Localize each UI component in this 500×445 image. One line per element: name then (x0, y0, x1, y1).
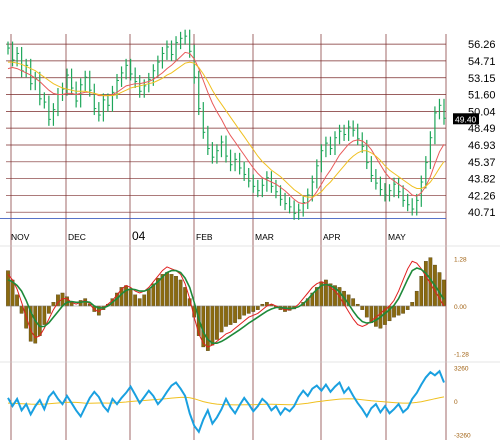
macd-histogram-bar (405, 305, 410, 310)
price-tick-label: 54.71 (468, 56, 496, 68)
date-tick-label: APR (323, 232, 340, 242)
macd-histogram-bar (237, 305, 242, 320)
oscillator-signal-line (7, 396, 445, 406)
macd-histogram-bar (392, 305, 396, 318)
macd-histogram-bar (178, 279, 183, 307)
macd-histogram-bar (137, 298, 142, 307)
macd-histogram-bar (364, 305, 369, 318)
macd-histogram-bar (410, 302, 415, 307)
price-panel: 56.2654.7153.1551.6050.0448.4946.9345.37… (0, 29, 496, 220)
macd-histogram-bar (205, 305, 210, 351)
date-tick-label: MAR (255, 232, 274, 242)
macd-histogram-bar (165, 272, 169, 307)
macd-histogram-bar (210, 305, 215, 346)
macd-histogram-bar (396, 305, 401, 316)
date-tick-label: FEB (196, 232, 213, 242)
macd-histogram-bar (351, 298, 356, 307)
macd-histogram-bar (401, 305, 405, 314)
macd-histogram-bar (228, 305, 233, 325)
macd-histogram-bar (360, 305, 365, 310)
oscillator-tick-label: -3260 (454, 433, 471, 440)
macd-line (7, 267, 445, 344)
macd-histogram-bar (42, 305, 47, 325)
macd-panel: 1.28 0.00 -1.28 (6, 256, 469, 359)
macd-histogram-bar (215, 305, 219, 340)
price-tick-label: 45.37 (468, 157, 496, 169)
slow-moving-average-line (8, 61, 445, 198)
macd-histogram-bar (219, 305, 224, 333)
macd-histogram-bar (146, 289, 151, 307)
macd-histogram-bar (37, 305, 42, 336)
price-tick-label: 53.15 (468, 73, 496, 85)
price-tick-label: 51.60 (468, 90, 496, 102)
macd-histogram-bar (414, 290, 419, 307)
macd-tick-label: 1.28 (454, 256, 467, 263)
price-tick-label: 40.71 (468, 207, 496, 219)
price-tick-label: 56.26 (468, 39, 496, 51)
macd-histogram-bar (133, 294, 138, 307)
date-tick-label: 04 (132, 229, 146, 243)
macd-histogram-bar (442, 279, 446, 307)
macd-histogram-bar (246, 305, 251, 314)
fast-moving-average-line (7, 51, 445, 205)
macd-histogram-bar (142, 294, 147, 307)
macd-histogram-bar (51, 302, 56, 307)
macd-histogram-bar (128, 289, 133, 307)
macd-histogram-bar (10, 279, 15, 307)
date-axis: NOV DEC 04 FEB MAR APR MAY (11, 229, 406, 243)
last-price-tag (453, 113, 479, 125)
macd-histogram-bar (423, 261, 428, 307)
macd-histogram-bar (242, 305, 247, 316)
macd-histogram-bar (169, 274, 174, 307)
macd-histogram-bar (183, 287, 187, 307)
macd-histogram-bar (174, 276, 178, 307)
date-tick-label: NOV (11, 232, 30, 242)
oscillator-tick-label: 3260 (454, 365, 469, 372)
macd-histogram-bar (251, 305, 256, 312)
macd-histogram-bar (233, 305, 237, 323)
price-tick-label: 46.93 (468, 140, 496, 152)
oscillator-line (7, 369, 445, 434)
macd-histogram-bar (224, 305, 228, 327)
macd-histogram-bar (47, 305, 51, 314)
macd-histogram-bar (124, 285, 128, 307)
date-tick-label: DEC (68, 232, 86, 242)
macd-histogram-bar (15, 294, 19, 307)
macd-histogram-bar (255, 305, 260, 310)
macd-histogram-bar (355, 303, 360, 307)
oscillator-panel: 3260 0 -3260 (0, 361, 500, 440)
price-tick-label: 42.26 (468, 190, 496, 202)
macd-tick-label: -1.28 (454, 352, 469, 359)
macd-histogram-bar (419, 276, 424, 307)
last-price-label: 49.40 (455, 114, 477, 124)
macd-tick-label: 0.00 (454, 304, 467, 311)
price-tick-label: 43.82 (468, 174, 496, 186)
date-tick-label: MAY (388, 232, 406, 242)
price-tick-label: 48.49 (468, 123, 496, 135)
oscillator-tick-label: 0 (454, 399, 458, 406)
macd-histogram-bar (260, 303, 265, 307)
vertical-grid (10, 34, 447, 440)
